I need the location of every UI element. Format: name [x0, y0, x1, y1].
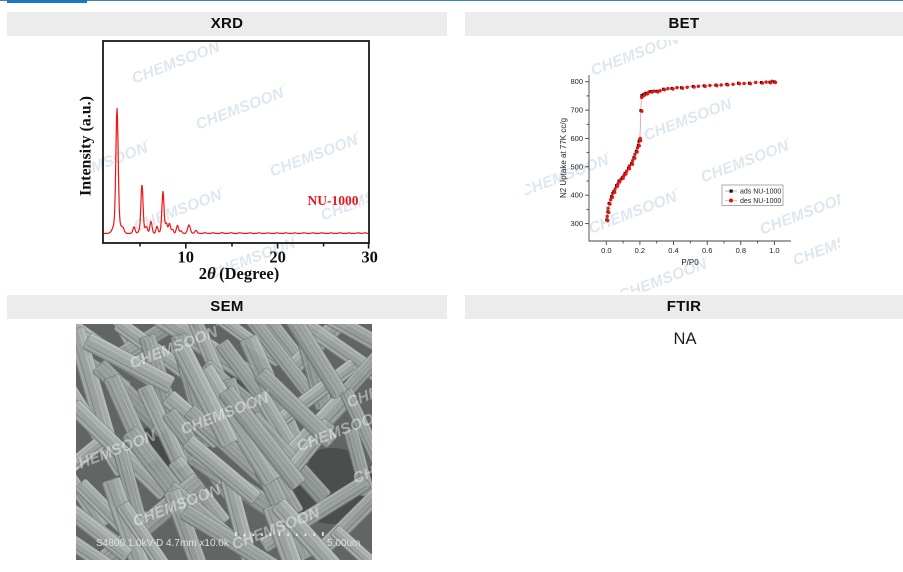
svg-text:0.2: 0.2 — [635, 246, 645, 255]
svg-text:CHEMSOON’: CHEMSOON’ — [267, 129, 363, 180]
svg-text:1.0: 1.0 — [769, 246, 779, 255]
svg-text:800: 800 — [570, 77, 583, 86]
svg-text:P/P0: P/P0 — [681, 258, 699, 267]
svg-text:700: 700 — [570, 106, 583, 115]
svg-text:30: 30 — [361, 248, 378, 267]
svg-text:0.0: 0.0 — [601, 246, 611, 255]
svg-text:S4800 1.0kV-D 4.7mm x10.0k: S4800 1.0kV-D 4.7mm x10.0k — [96, 538, 230, 549]
svg-text:400: 400 — [570, 191, 583, 200]
svg-text:0.6: 0.6 — [702, 246, 712, 255]
svg-text:CHEMSOON’: CHEMSOON’ — [57, 137, 153, 188]
svg-text:CHEMSOON’: CHEMSOON’ — [698, 135, 794, 186]
svg-text:2θ (Degree): 2θ (Degree) — [199, 264, 280, 283]
svg-text:CHEMSOON’: CHEMSOON’ — [586, 186, 682, 237]
svg-text:500: 500 — [570, 162, 583, 171]
svg-text:0.8: 0.8 — [736, 246, 746, 255]
svg-text:CHEMSOON’: CHEMSOON’ — [790, 218, 886, 269]
svg-text:5.00um: 5.00um — [327, 538, 360, 549]
svg-text:20: 20 — [269, 248, 286, 267]
svg-text:600: 600 — [570, 134, 583, 143]
svg-text:N2 Uptake at 77K cc/g: N2 Uptake at 77K cc/g — [559, 118, 568, 198]
svg-text:ads NU-1000: ads NU-1000 — [740, 189, 781, 196]
svg-text:CHEMSOON’: CHEMSOON’ — [193, 82, 289, 133]
svg-text:10: 10 — [178, 248, 195, 267]
svg-text:Intensity (a.u.): Intensity (a.u.) — [78, 96, 95, 196]
svg-text:0.4: 0.4 — [668, 246, 678, 255]
svg-text:CHEMSOON’: CHEMSOON’ — [588, 28, 684, 79]
svg-text:NU-1000: NU-1000 — [308, 193, 359, 208]
svg-text:CHEMSOON’: CHEMSOON’ — [641, 93, 737, 144]
svg-text:des NU-1000: des NU-1000 — [740, 198, 781, 205]
svg-text:300: 300 — [570, 219, 583, 228]
svg-text:CHEMSOON’: CHEMSOON’ — [129, 36, 225, 87]
